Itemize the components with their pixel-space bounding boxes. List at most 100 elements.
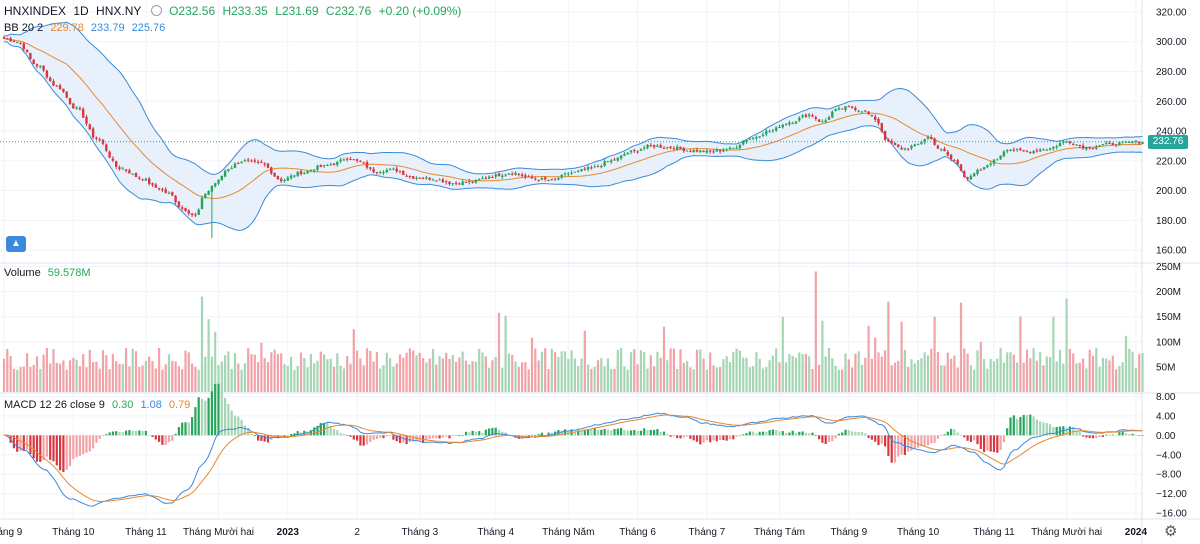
candle <box>580 169 583 172</box>
volume-bar <box>35 356 39 392</box>
candle <box>827 115 831 121</box>
volume-bar <box>369 350 372 392</box>
candle <box>544 176 547 182</box>
volume-legend[interactable]: Volume 59.578M <box>4 266 95 280</box>
price-tick-label: 200.00 <box>1156 186 1187 197</box>
macd-histogram-bar <box>478 431 481 436</box>
candle <box>907 148 910 151</box>
candle <box>880 122 883 133</box>
macd-histogram-bar <box>121 431 124 436</box>
macd-histogram-bar <box>1055 426 1058 436</box>
candle <box>270 166 273 176</box>
volume-bar <box>220 361 223 392</box>
volume-bar <box>177 366 180 392</box>
macd-legend[interactable]: MACD 12 26 close 9 0.30 1.08 0.79 <box>4 398 194 412</box>
macd-histogram-bar <box>573 431 576 436</box>
candle-body <box>874 116 877 120</box>
visibility-dot-icon[interactable] <box>150 5 162 16</box>
bb-legend[interactable]: BB 20 2 229.78 233.79 225.76 <box>4 21 169 35</box>
macd-histogram-bar <box>78 435 81 456</box>
macd-histogram-bar <box>860 432 864 436</box>
volume-bar <box>290 356 293 392</box>
candle <box>227 168 230 173</box>
macd-histogram-bar <box>428 435 431 440</box>
candle-body <box>946 152 949 156</box>
volume-bar <box>379 368 382 392</box>
macd-histogram-bar <box>59 435 62 471</box>
candle-body <box>200 197 204 210</box>
macd-histogram-bar <box>412 435 415 442</box>
candle <box>464 181 468 183</box>
volume-bar <box>148 356 151 392</box>
candle-body <box>478 179 481 181</box>
candle <box>1055 144 1058 150</box>
candle-body <box>45 70 49 78</box>
candle <box>1019 147 1022 151</box>
macd-tick-label: −8.00 <box>1156 470 1182 481</box>
macd-histogram-bar <box>471 430 474 436</box>
candle-body <box>920 141 923 144</box>
time-tick-label: Tháng Tám <box>754 527 805 538</box>
volume-bar <box>956 367 959 392</box>
macd-histogram-bar <box>804 432 807 436</box>
volume-bar <box>488 367 491 392</box>
candle-body <box>514 172 517 175</box>
candle <box>870 114 874 117</box>
macd-histogram-bar <box>669 435 672 437</box>
candle <box>167 191 171 195</box>
candle <box>501 173 504 180</box>
candle-body <box>65 91 68 98</box>
tradingview-logo-icon[interactable]: ▲ <box>6 236 26 252</box>
candle-body <box>68 97 72 104</box>
volume-bar <box>428 358 431 392</box>
macd-histogram-bar <box>329 425 332 436</box>
interval-label[interactable]: 1D <box>73 4 89 18</box>
candle <box>996 158 999 161</box>
macd-histogram-bar <box>42 435 45 461</box>
volume-bar <box>834 365 837 392</box>
candle-body <box>273 172 276 177</box>
volume-bar <box>184 350 187 392</box>
volume-bar <box>474 361 477 392</box>
candle <box>1088 146 1091 150</box>
volume-bar <box>326 359 329 392</box>
volume-bar <box>164 364 167 392</box>
candle <box>1118 141 1121 146</box>
candle <box>712 149 715 154</box>
candle <box>537 179 540 182</box>
macd-histogram-bar <box>1042 422 1045 436</box>
volume-bar <box>801 353 804 392</box>
volume-bar <box>917 360 920 392</box>
candle <box>808 112 811 119</box>
candle <box>412 175 415 180</box>
candle <box>643 145 646 151</box>
volume-bar <box>570 350 573 392</box>
volume-bar <box>814 271 817 392</box>
gear-icon[interactable]: ⚙ <box>1164 523 1178 540</box>
candle <box>35 63 39 69</box>
symbol-label[interactable]: HNXINDEX <box>4 4 67 18</box>
volume-bar <box>884 350 887 392</box>
macd-histogram-bar <box>880 435 883 444</box>
candle-body <box>29 53 32 60</box>
candle <box>309 169 313 173</box>
candle <box>517 173 520 177</box>
candle <box>1131 140 1134 144</box>
candle <box>124 169 128 173</box>
macd-histogram-bar <box>649 429 652 436</box>
macd-histogram-bar <box>111 431 114 436</box>
macd-histogram-bar <box>1091 435 1095 439</box>
volume-bar <box>893 362 897 392</box>
candle <box>841 108 844 110</box>
macd-histogram-bar <box>629 430 633 436</box>
macd-histogram-bar <box>613 428 616 436</box>
candle-body <box>481 178 484 180</box>
candle <box>204 193 207 199</box>
candle-body <box>187 210 190 214</box>
macd-histogram-bar <box>12 435 15 449</box>
macd-histogram-bar <box>257 435 260 441</box>
price-tick-label: 240.00 <box>1156 127 1187 138</box>
macd-histogram-bar <box>527 435 530 438</box>
